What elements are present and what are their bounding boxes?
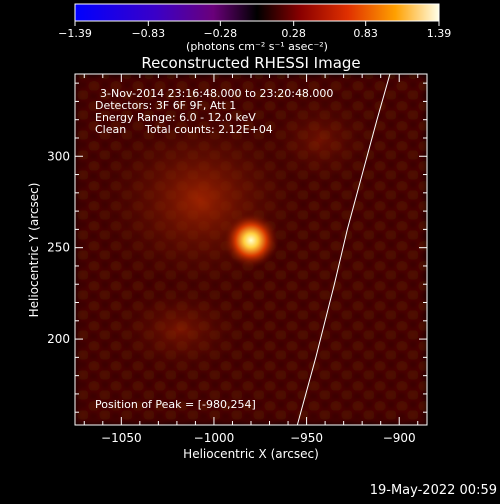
x-tick-label: −950 xyxy=(290,431,323,445)
total-counts-text: Total counts: 2.12E+04 xyxy=(144,123,273,136)
colorbar-tick-label: −0.28 xyxy=(203,27,237,40)
x-axis-label: Heliocentric X (arcsec) xyxy=(183,447,319,461)
peak-position-text: Position of Peak = [-980,254] xyxy=(95,398,256,411)
colorbar-ticks: −1.39 −0.83 −0.28 0.28 0.83 1.39 xyxy=(58,21,451,40)
flare-source xyxy=(223,212,279,269)
footer-timestamp: 19-May-2022 00:59 xyxy=(370,483,497,498)
colorbar-tick-label: −1.39 xyxy=(58,27,92,40)
x-tick-label: −900 xyxy=(383,431,416,445)
annotations: 3-Nov-2014 23:16:48.000 to 23:20:48.000 … xyxy=(95,87,333,411)
y-tick-label: 200 xyxy=(47,332,70,346)
detectors-text: Detectors: 3F 6F 9F, Att 1 xyxy=(95,99,236,112)
colorbar-gradient xyxy=(74,3,440,22)
colorbar-unit-label: (photons cm⁻² s⁻¹ asec⁻²) xyxy=(186,40,328,53)
solar-limb xyxy=(296,74,391,425)
colorbar: −1.39 −0.83 −0.28 0.28 0.83 1.39 (photons cm⁻… xyxy=(58,3,451,53)
x-tick-label: −1000 xyxy=(194,431,235,445)
time-range-text: 3-Nov-2014 23:16:48.000 to 23:20:48.000 xyxy=(100,87,333,100)
y-tick-label: 250 xyxy=(47,241,70,255)
colorbar-tick-label: 1.39 xyxy=(427,27,452,40)
y-axis-label: Heliocentric Y (arcsec) xyxy=(27,183,41,318)
energy-range-text: Energy Range: 6.0 - 12.0 keV xyxy=(95,111,256,124)
colorbar-tick-label: 0.83 xyxy=(353,27,378,40)
clean-text: Clean xyxy=(95,123,126,136)
image-area xyxy=(75,74,427,425)
y-tick-label: 300 xyxy=(47,149,70,163)
colorbar-tick-label: 0.28 xyxy=(281,27,306,40)
x-tick-label: −1050 xyxy=(101,431,142,445)
chart-title: Reconstructed RHESSI Image xyxy=(141,54,360,72)
x-axis-ticks: −1050 −1000 −950 −900 xyxy=(83,74,419,445)
y-axis-ticks: 200 250 300 xyxy=(47,82,427,413)
colorbar-tick-label: −0.83 xyxy=(131,27,165,40)
